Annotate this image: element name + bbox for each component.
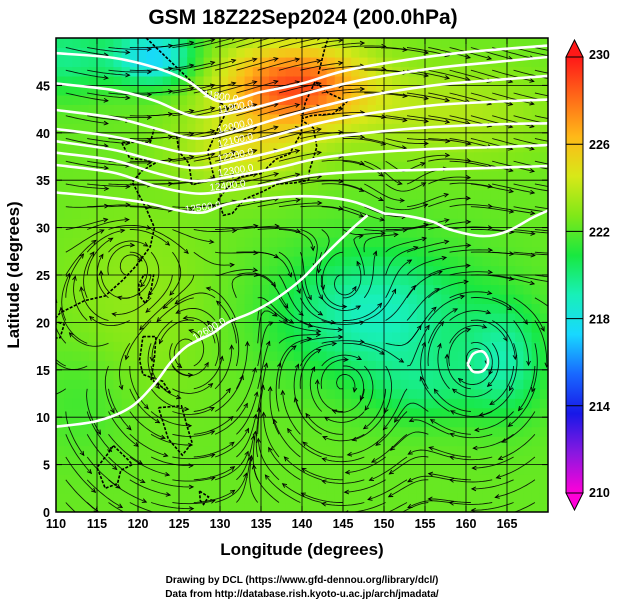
y-tick-label: 5 [43, 459, 50, 473]
x-tick-label: 110 [46, 517, 66, 531]
x-tick-label: 130 [210, 517, 231, 531]
x-tick-label: 140 [292, 517, 313, 531]
x-tick-label: 120 [128, 517, 149, 531]
contour-line [466, 349, 490, 374]
plot-area: 11800.011900.012000.012100.012200.012300… [56, 38, 548, 512]
y-tick-label: 10 [36, 411, 50, 425]
contour-line [56, 122, 548, 170]
x-tick-label: 150 [374, 517, 395, 531]
x-tick-label: 160 [456, 517, 477, 531]
colorbar-tick-label: 214 [589, 400, 610, 414]
y-tick-label: 20 [36, 316, 50, 330]
y-tick-label: 35 [36, 174, 50, 188]
contour-line [56, 98, 548, 156]
colorbar-min-arrow [565, 492, 584, 512]
chart-title: GSM 18Z22Sep2024 (200.0hPa) [148, 6, 457, 29]
y-tick-label: 0 [43, 506, 50, 520]
colorbar-gradient [566, 57, 583, 493]
contour-line [56, 191, 385, 215]
contour-line [383, 209, 548, 238]
colorbar: 210 214 218 222 226 230 [565, 38, 610, 512]
y-tick-label: 25 [36, 269, 50, 283]
x-tick-label: 135 [251, 517, 272, 531]
contour-line [56, 74, 548, 140]
y-axis-ticks: 0 5 10 15 20 25 30 35 40 45 [36, 79, 548, 520]
y-axis-label: Latitude (degrees) [4, 201, 23, 348]
x-tick-label: 115 [87, 517, 107, 531]
colorbar-tick-label: 210 [589, 486, 610, 500]
colorbar-tick-label: 222 [589, 225, 610, 239]
x-tick-label: 125 [169, 517, 190, 531]
x-tick-label: 145 [333, 517, 354, 531]
contour-line [56, 44, 548, 104]
contour-line [56, 55, 548, 119]
x-axis-ticks: 110 115 120 125 130 135 140 145 150 155 160 165 [46, 38, 518, 531]
y-tick-label: 30 [36, 222, 50, 236]
contour-line [56, 214, 369, 428]
colorbar-tick-label: 230 [589, 48, 610, 62]
y-tick-label: 15 [36, 364, 50, 378]
contour-label: 12400.0 [209, 178, 247, 194]
y-tick-label: 40 [36, 127, 50, 141]
colorbar-max-arrow [565, 38, 584, 58]
streamlines [56, 38, 548, 512]
y-tick-label: 45 [36, 79, 50, 93]
x-tick-label: 165 [497, 517, 518, 531]
colorbar-tick-label: 218 [589, 313, 610, 327]
contour-label: 12500.0 [184, 200, 222, 216]
x-axis-label: Longitude (degrees) [220, 540, 383, 559]
credit-data: Data from http://database.rish.kyoto-u.a… [165, 589, 439, 600]
contour-label: 11800.0 [202, 89, 239, 105]
contour-line [56, 163, 548, 195]
credit-drawing: Drawing by DCL (https://www.gfd-dennou.o… [166, 575, 439, 586]
contour-line [56, 143, 548, 183]
colorbar-tick-label: 226 [589, 138, 610, 152]
x-tick-label: 155 [415, 517, 436, 531]
